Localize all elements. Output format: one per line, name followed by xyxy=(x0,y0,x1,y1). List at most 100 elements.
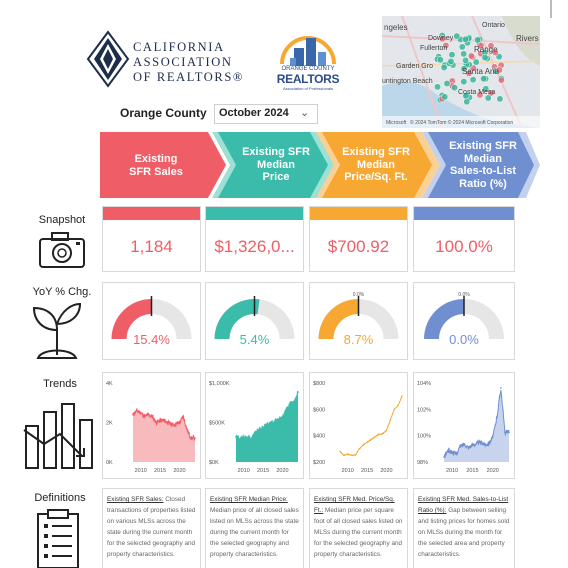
trend-point xyxy=(293,400,295,403)
trend-point xyxy=(354,454,357,456)
chevron-down-icon[interactable]: ⌄ xyxy=(300,107,310,119)
map-label: Costa Mesa xyxy=(458,89,495,96)
map-marker xyxy=(441,93,449,101)
trend-point xyxy=(479,441,482,444)
banner-line: Price/Sq. Ft. xyxy=(344,171,408,183)
x-tick-label: 2020 xyxy=(487,468,499,474)
x-tick-label: 2010 xyxy=(238,468,250,474)
card-accent-bar xyxy=(414,207,514,220)
trend-point xyxy=(159,419,161,422)
banner-line: Median xyxy=(257,158,295,171)
gauge-target-label: 0.0% xyxy=(458,292,470,298)
trend-point xyxy=(167,421,169,424)
car-logo-icon xyxy=(86,30,130,88)
map-marker xyxy=(462,92,470,100)
ocr-logo-line: REALTORS xyxy=(276,72,340,86)
trend-point xyxy=(487,442,490,444)
trend-point xyxy=(496,416,498,419)
trend-point xyxy=(350,454,353,457)
trend-chart: 98% 100% 102% 104% 2010 2015 2020 xyxy=(417,381,510,474)
car-logo-line: CALIFORNIA xyxy=(133,40,225,54)
trend-point xyxy=(366,441,368,444)
month-dropdown[interactable] xyxy=(214,104,318,124)
trend-point xyxy=(451,451,453,453)
map-marker xyxy=(487,42,495,50)
trend-point xyxy=(147,413,150,416)
map-canvas[interactable]: ngeles Downey Ontario Fullerton Range Ri… xyxy=(382,16,540,128)
banner-line: Sales-to-List xyxy=(449,165,516,177)
trend-point xyxy=(459,445,462,447)
scrollbar[interactable] xyxy=(550,0,552,18)
gauge-chart: 0.0% 0.0% xyxy=(424,292,504,347)
definition-body: Gap between selling and listing prices f… xyxy=(418,507,510,558)
trend-point xyxy=(401,395,403,397)
map-marker xyxy=(497,76,505,84)
car-logo-line: OF REALTORS® xyxy=(133,70,245,84)
trend-point xyxy=(235,435,237,438)
y-tick-label: $400 xyxy=(313,434,325,440)
map-marker xyxy=(481,54,489,62)
definition-title: Existing SFR Sales: xyxy=(107,496,164,503)
banner-arrow-price-sqft xyxy=(322,132,432,198)
trend-point xyxy=(262,426,264,428)
trend-area xyxy=(444,390,509,462)
trend-point xyxy=(397,404,399,407)
map-marker xyxy=(462,35,470,43)
trend-area xyxy=(133,408,195,462)
ocr-logo-line: ORANGE COUNTY xyxy=(281,66,335,72)
map-marker xyxy=(474,36,482,44)
trend-point xyxy=(155,421,158,424)
trend-point xyxy=(362,444,365,446)
card-accent-bar xyxy=(206,207,303,220)
map-marker xyxy=(442,42,450,49)
row-label-snapshot: Snapshot xyxy=(38,214,86,226)
trend-point xyxy=(492,436,494,439)
trend-point xyxy=(378,433,380,436)
banner-arrow-sales xyxy=(100,132,226,198)
y-tick-label: $600 xyxy=(313,407,325,413)
snapshot-value: $1,326,0... xyxy=(214,237,295,256)
trend-card-sales-to-list: 98% 100% 102% 104% 2010 2015 2020 xyxy=(413,372,515,479)
definition-body: Median price of all closed sales listed … xyxy=(210,507,299,558)
map-marker xyxy=(447,58,455,65)
map-label: Santa Ana xyxy=(462,67,499,76)
trend-point xyxy=(467,446,470,448)
bar-trend-icon xyxy=(23,403,93,469)
map-markers xyxy=(434,32,505,106)
gauge-value: 0.0% xyxy=(449,332,479,347)
trend-point xyxy=(258,428,261,431)
definition-sales-to-list: Existing SFR Med. Sales-to-List Ratio (%… xyxy=(413,488,515,568)
trend-point xyxy=(136,409,138,412)
banner-line: Existing SFR xyxy=(342,146,410,158)
definition-price-sqft: Existing SFR Med. Price/Sq. Ft.: Median … xyxy=(309,488,408,568)
trend-point xyxy=(151,415,154,418)
trend-point xyxy=(194,437,196,440)
map-marker xyxy=(484,94,492,102)
trend-card-sales: 0K 2K 4K 2010 2015 2020 xyxy=(102,372,201,479)
trend-point xyxy=(270,422,272,424)
y-tick-label: $0K xyxy=(209,460,219,466)
card-accent-bar xyxy=(310,207,407,220)
gauge-value: 15.4% xyxy=(133,332,170,347)
map-label: Rivers xyxy=(516,34,539,43)
trend-chart: $0K $500K $1,000K 2010 2015 2020 xyxy=(209,381,299,474)
snapshot-card-sales-to-list: 100.0% xyxy=(413,206,515,272)
map-panel[interactable]: ngeles Downey Ontario Fullerton Range Ri… xyxy=(382,16,540,128)
plant-sprout-icon xyxy=(32,302,82,359)
car-logo-text: CALIFORNIA ASSOCIATION OF REALTORS® xyxy=(133,40,244,85)
row-label-trends: Trends xyxy=(43,378,77,390)
trend-point xyxy=(143,415,146,418)
trend-point xyxy=(381,432,384,435)
snapshot-value: 1,184 xyxy=(130,237,173,256)
gauge-chart: 0.0% 8.7% xyxy=(318,292,399,347)
snapshot-card-price-sqft: $700.92 xyxy=(309,206,408,272)
month-dropdown-value[interactable]: October 2024 xyxy=(219,107,289,119)
trend-point xyxy=(266,424,268,426)
trend-point xyxy=(186,429,189,432)
definition-median-price: Existing SFR Median Price: Median price … xyxy=(205,488,304,568)
banner-line: Price xyxy=(262,171,290,183)
y-tick-label: 100% xyxy=(417,434,431,440)
trend-point xyxy=(182,415,185,418)
trend-card-price-sqft: $200 $400 $600 $800 2010 2015 2020 xyxy=(309,372,408,479)
banner-label-median-price: Existing SFR Median Price xyxy=(236,146,316,184)
